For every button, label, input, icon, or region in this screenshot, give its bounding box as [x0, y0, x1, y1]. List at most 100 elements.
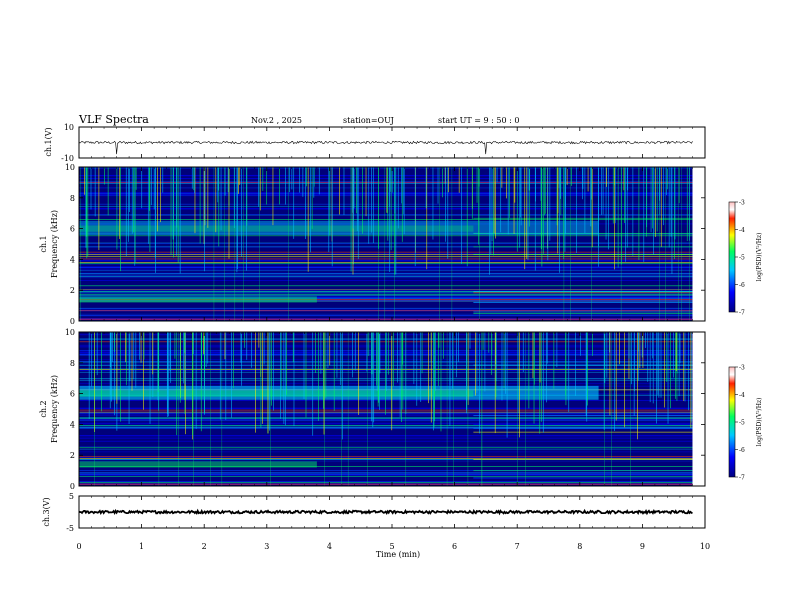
spectrogram-noise-row: [79, 420, 693, 422]
spectrogram-noise-row: [79, 178, 693, 179]
spectrogram-noise-row: [79, 308, 693, 310]
spectrogram-noise-row: [79, 448, 693, 450]
spectrogram-tone-line: [79, 482, 693, 483]
spectrogram-tone-line: [473, 415, 693, 417]
spectrogram-tone-line: [79, 440, 693, 442]
spectrogram-tone-line: [79, 475, 693, 477]
spectrogram-noise-row: [79, 280, 693, 281]
ch3-ytick-max: 5: [69, 492, 74, 501]
date-label: Nov.2 , 2025: [251, 116, 302, 125]
ch1-colorbar-tick-label: -3: [739, 200, 745, 207]
spectrogram-noise-row: [79, 296, 693, 298]
spectrogram-tone-line: [79, 297, 693, 299]
spectrogram-noise-row: [79, 246, 693, 248]
spectrogram-tone-line: [473, 470, 693, 472]
spectrogram-tone-line: [473, 232, 693, 234]
spectrogram-noise-row: [79, 242, 693, 244]
spectrogram-tone-line: [473, 217, 693, 219]
spectrogram-noise-row: [79, 214, 693, 216]
spectrogram-noise-row: [79, 167, 693, 169]
ch1-colorbar-tick-label: -4: [739, 227, 745, 234]
spectrogram-tone-line: [79, 428, 693, 429]
spectrogram-tone-line: [473, 292, 693, 294]
spectrogram-band-core: [79, 390, 474, 397]
spectrogram-tone-line: [79, 262, 693, 263]
ch1-waveform-panel: ch.1(V) 10 -10: [44, 123, 706, 163]
ch2-colorbar-label: log(PSD)(V²/Hz): [756, 398, 763, 447]
spectrogram-noise-row: [79, 208, 693, 210]
ch1-waveform-trace: [78, 140, 693, 155]
spectrogram-noise-row: [79, 472, 693, 474]
spectrogram-noise-row: [79, 292, 693, 294]
spectrogram-tone-line: [79, 289, 693, 291]
spectrogram-band-core: [79, 225, 474, 232]
spectrogram-noise-row: [79, 223, 693, 225]
ch2-colorbar-tick-label: -3: [739, 365, 745, 372]
x-tick-label: 10: [700, 542, 710, 551]
spec2-ytick-label: 2: [70, 451, 75, 460]
spec2-ytick-label: 4: [70, 420, 75, 429]
spec1-ytick-label: 2: [70, 286, 75, 295]
spectrogram-tone-line: [79, 435, 693, 436]
spectrogram-tone-line: [79, 293, 693, 295]
spectrogram-tone-line: [79, 181, 693, 183]
spectrogram-base-line: [79, 483, 693, 485]
spectrogram-tone-line: [79, 414, 693, 416]
spectrogram-noise-row: [79, 260, 693, 262]
ch1-ytick-min: -10: [61, 154, 74, 163]
x-tick-label: 8: [577, 542, 582, 551]
spectrogram-noise-row: [79, 272, 693, 274]
spectrogram-tone-line: [79, 423, 693, 425]
ch1-spec-ylabel: ch.1: [39, 235, 48, 252]
spec2-ytick-label: 0: [70, 482, 75, 491]
ch1-ytick-max: 10: [64, 123, 74, 132]
spectrogram-noise-row: [79, 193, 693, 194]
spectrogram-tone-line: [473, 313, 693, 314]
spectrogram-tone-line: [473, 290, 693, 292]
ch1-spectrogram-panel: ch.1 Frequency (kHz) 0 2 4 6 8 10: [39, 163, 706, 326]
spectrogram-noise-row: [79, 194, 693, 196]
ch2-spectrogram-image: [79, 332, 693, 487]
spectrogram-noise-row: [79, 193, 693, 195]
ch2-spec-ylabel: ch.2: [39, 400, 48, 417]
spectrogram-noise-row: [79, 481, 693, 482]
spectrogram-tone-line: [473, 424, 693, 425]
spectrogram-tone-line: [473, 431, 693, 433]
ch2-colorbar-tick-label: -6: [739, 447, 745, 454]
start-ut-label: start UT = 9 : 50 : 0: [438, 116, 519, 125]
spectrogram-tone-line: [79, 300, 693, 302]
spectrogram-tone-line: [79, 294, 693, 296]
spec1-ytick-label: 8: [70, 194, 75, 203]
spectrogram-noise-row: [79, 313, 693, 315]
spectrogram-noise-row: [79, 437, 693, 439]
spec2-ytick-label: 8: [70, 359, 75, 368]
ch2-spec-ylabel2: Frequency (kHz): [50, 375, 59, 443]
spectrogram-noise-row: [79, 206, 693, 207]
chart-title: VLF Spectra: [78, 113, 149, 126]
spectrogram-noise-row: [79, 307, 693, 309]
spectrogram-noise-row: [79, 417, 693, 419]
ch1-colorbar-tick-label: -7: [739, 310, 745, 317]
spectrogram-noise-row: [79, 187, 693, 189]
spectrogram-noise-row: [79, 427, 693, 429]
x-axis-label: Time (min): [376, 550, 420, 559]
ch3-waveform-trace: [78, 508, 693, 516]
spectrogram-noise-row: [79, 261, 693, 263]
ch1-ylabel: ch.1(V): [44, 127, 53, 156]
spectrogram-tone-line: [79, 235, 693, 237]
x-tick-label: 2: [202, 542, 207, 551]
x-tick-label: 7: [515, 542, 520, 551]
ch1-colorbar-tick-label: -6: [739, 282, 745, 289]
spectrogram-noise-row: [79, 208, 693, 209]
spectrogram-tone-line: [473, 459, 693, 460]
spectrogram-noise-row: [79, 457, 693, 458]
spectrogram-tone-line: [79, 256, 693, 258]
spectrogram-tone-line: [79, 425, 693, 426]
spectrogram-noise-row: [79, 259, 693, 261]
spectrogram-noise-row: [79, 263, 693, 265]
spectrogram-base-line: [79, 318, 693, 320]
x-tick-label: 4: [327, 542, 332, 551]
spectrogram-noise-row: [79, 472, 693, 473]
spectrogram-noise-row: [79, 243, 693, 244]
